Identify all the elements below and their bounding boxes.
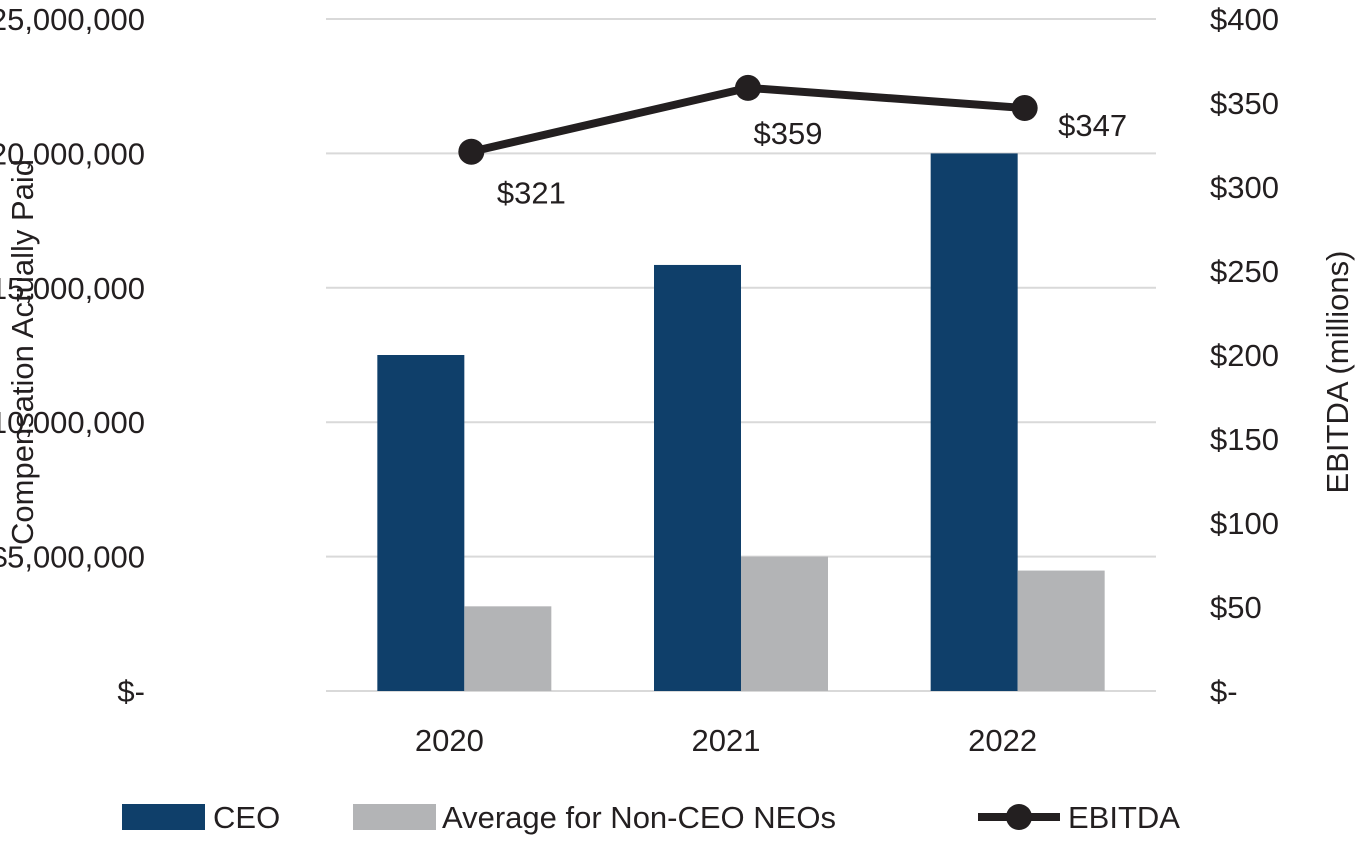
left-tick-label: $5,000,000 — [0, 540, 145, 575]
right-tick-label: $250 — [1210, 254, 1279, 289]
right-axis-ticks: $- $50 $100 $150 $200 $250 $300 $350 $400 — [1210, 2, 1279, 709]
x-axis-ticks: 2020 2021 2022 — [415, 723, 1037, 758]
x-tick-label: 2022 — [968, 723, 1037, 758]
left-tick-label: $20,000,000 — [0, 136, 145, 171]
left-tick-label: $25,000,000 — [0, 2, 145, 37]
bar-average-for-non-ceo-neos-2020 — [464, 606, 552, 691]
left-tick-label: $10,000,000 — [0, 405, 145, 440]
bar-ceo-2020 — [377, 355, 465, 691]
right-tick-label: $150 — [1210, 422, 1279, 457]
bar-marks — [377, 153, 1105, 691]
bar-average-for-non-ceo-neos-2022 — [1017, 570, 1105, 691]
legend-label: CEO — [213, 800, 280, 835]
ebitda-data-label: $359 — [754, 116, 823, 151]
x-tick-label: 2021 — [692, 723, 761, 758]
right-tick-label: $300 — [1210, 170, 1279, 205]
ebitda-point-2021 — [735, 74, 761, 101]
ebitda-point-2020 — [458, 138, 485, 165]
right-tick-label: $200 — [1210, 338, 1279, 373]
bar-ceo-2022 — [930, 153, 1018, 691]
ebitda-line: $321 $359 $347 — [458, 74, 1127, 211]
left-axis-title: Compensation Actually Paid — [5, 159, 40, 545]
left-tick-label: $15,000,000 — [0, 271, 145, 306]
bar-ceo-2021 — [654, 264, 741, 691]
ebitda-point-2022 — [1011, 95, 1038, 122]
legend-swatch-average-for-non-ceo-neos — [353, 804, 436, 830]
right-tick-label: $400 — [1210, 2, 1279, 37]
right-tick-label: $50 — [1210, 590, 1262, 625]
legend-label: Average for Non-CEO NEOs — [442, 800, 836, 835]
x-tick-label: 2020 — [415, 723, 484, 758]
right-tick-label: $- — [1210, 674, 1238, 709]
ebitda-data-label: $321 — [497, 176, 566, 211]
left-tick-label: $- — [117, 674, 145, 709]
right-axis-title: EBITDA (millions) — [1320, 251, 1355, 494]
right-tick-label: $350 — [1210, 86, 1279, 121]
legend: CEO Average for Non-CEO NEOs EBITDA — [122, 800, 1180, 835]
legend-swatch-ceo — [122, 804, 205, 830]
bar-average-for-non-ceo-neos-2021 — [741, 556, 828, 691]
legend-label: EBITDA — [1068, 800, 1180, 835]
right-tick-label: $100 — [1210, 506, 1279, 541]
left-axis-ticks: $- $5,000,000 $10,000,000 $15,000,000 $20,00… — [0, 2, 145, 709]
ebitda-data-label: $347 — [1058, 108, 1127, 143]
legend-swatch-ebitda-marker — [1006, 804, 1032, 830]
